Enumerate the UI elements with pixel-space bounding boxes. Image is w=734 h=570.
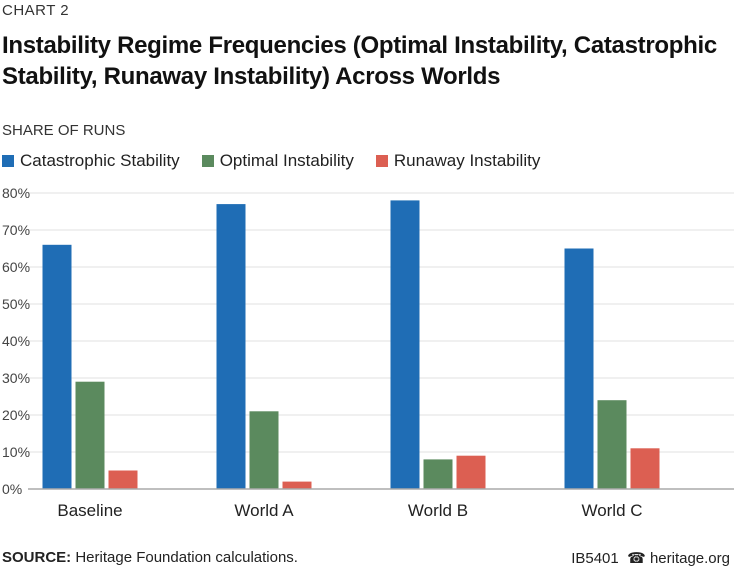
bar-optimal-instability [423,459,453,489]
bar-catastrophic-stability [564,248,594,489]
legend-item-runaway: Runaway Instability [375,151,541,171]
y-tick-label: 80% [2,185,30,201]
legend-item-optimal: Optimal Instability [201,151,354,171]
bell-icon: ☎ [627,550,646,567]
y-tick-label: 10% [2,444,30,460]
x-tick-label: Baseline [57,501,122,520]
bar-catastrophic-stability [42,244,72,489]
bar-optimal-instability [75,381,105,489]
source-note: SOURCE: Heritage Foundation calculations… [2,549,298,566]
bar-chart: 0% 10% 20% 30% 40% 50% 60% 70% 80% Baseline World … [2,185,734,520]
bar-optimal-instability [249,411,279,489]
legend-label: Runaway Instability [393,151,541,170]
footer: SOURCE: Heritage Foundation calculations… [2,549,732,567]
bar-runaway-instability [108,470,138,489]
chart-label: CHART 2 [2,2,70,19]
source-label: SOURCE: [2,549,72,566]
source-text: Heritage Foundation calculations. [75,549,298,566]
legend-label: Catastrophic Stability [20,151,180,170]
site-link: heritage.org [649,550,730,567]
legend-item-catastrophic: Catastrophic Stability [2,151,180,171]
report-id: IB5401 [571,550,619,567]
chart-title: Instability Regime Frequencies (Optimal … [2,32,717,90]
bar-runaway-instability [282,481,312,489]
y-tick-label: 60% [2,259,30,275]
bar-runaway-instability [630,448,660,489]
legend-label: Optimal Instability [219,151,354,170]
y-tick-label: 20% [2,407,30,423]
y-tick-label: 50% [2,296,30,312]
bar-optimal-instability [597,400,627,489]
x-tick-label: World B [408,501,468,520]
bar-runaway-instability [456,455,486,489]
y-tick-label: 30% [2,370,30,386]
legend-swatch [201,155,214,167]
legend-swatch [2,155,14,167]
bar-catastrophic-stability [390,200,420,489]
y-axis-label: SHARE OF RUNS [2,122,126,139]
legend: Catastrophic Stability Optimal Instabili… [2,151,540,171]
y-tick-label: 40% [2,333,30,349]
x-tick-label: World A [234,501,294,520]
y-tick-label: 0% [2,481,22,497]
x-tick-label: World C [581,501,642,520]
footer-right: IB5401 ☎ heritage.org [571,549,730,567]
legend-swatch [375,155,388,167]
y-tick-label: 70% [2,222,30,238]
bar-catastrophic-stability [216,204,246,489]
